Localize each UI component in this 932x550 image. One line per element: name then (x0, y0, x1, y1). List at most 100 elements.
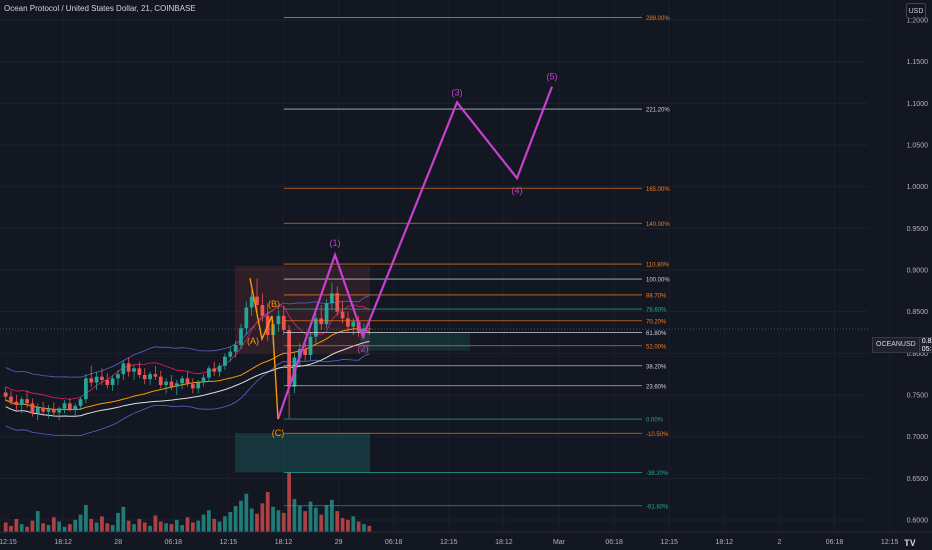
candle-body (105, 380, 110, 385)
price-axis[interactable]: 1.2000 1.1500 1.1000 1.0500 1.0000 0.9500 0.90… (907, 18, 929, 525)
candle-body (41, 407, 45, 412)
y-tick-label: 0.9500 (907, 226, 929, 233)
candle-body (164, 381, 168, 385)
candle-body (340, 311, 345, 319)
fib-level-label: -38.20% (646, 471, 669, 477)
candle-body (313, 318, 318, 337)
candle-body (190, 384, 195, 389)
volume-bar (164, 523, 168, 532)
y-tick-label: 1.0500 (907, 143, 929, 150)
x-tick-label: Mar (553, 539, 566, 546)
volume-bar (41, 523, 45, 532)
candle-body (153, 374, 158, 377)
candle-body (244, 307, 249, 329)
volume-bar (14, 518, 19, 532)
band-upper (5, 295, 370, 378)
x-tick-label: 12:15 (881, 539, 899, 546)
fib-level-label: 78.60% (646, 308, 667, 314)
corrective-wave-label: (A) (247, 336, 259, 346)
chart-title: Ocean Protocol / United States Dollar, 2… (4, 4, 196, 13)
band-lower (5, 353, 370, 436)
impulse-wave-label: (4) (512, 185, 523, 195)
volume-bar (207, 510, 211, 532)
ma-fast (5, 304, 370, 400)
volume-bar (271, 506, 275, 532)
candle-body (25, 399, 29, 404)
fib-level-label: 140.00% (646, 222, 670, 228)
y-tick-label: 1.2000 (907, 18, 929, 25)
candle-body (35, 407, 40, 414)
candle-body (126, 363, 131, 372)
candle-body (239, 328, 243, 345)
time-axis[interactable]: 12:15 18:12 28 06:18 12:15 18:12 29 06:18 12:15 1… (0, 531, 932, 546)
volume-bars (3, 472, 372, 532)
candle-body (110, 378, 115, 385)
volume-bar (260, 503, 265, 532)
candle-body (19, 399, 24, 405)
candle-body (281, 315, 286, 330)
volume-bar (330, 499, 334, 532)
x-tick-label: 18:12 (275, 539, 293, 546)
candle-body (346, 318, 350, 327)
candle-body (330, 293, 334, 304)
candle-body (100, 376, 104, 380)
candle-body (94, 376, 99, 383)
volume-bar (126, 520, 131, 532)
projection-zone-right (360, 332, 470, 351)
volume-bar (362, 524, 366, 532)
volume-bar (67, 524, 72, 532)
candle-body (62, 403, 67, 409)
volume-bar (169, 524, 174, 532)
candle-body (3, 392, 8, 397)
candle-body (57, 408, 62, 413)
candle-body (51, 409, 56, 413)
volume-bar (84, 505, 88, 532)
candle-body (367, 328, 372, 330)
volume-bar (78, 514, 83, 532)
x-tick-label: 12:15 (220, 539, 238, 546)
candle-body (335, 293, 340, 312)
x-tick-label: 12:15 (440, 539, 458, 546)
volume-bar (94, 522, 99, 532)
impulse-wave-label: (2) (358, 344, 369, 354)
candle-body (174, 383, 179, 387)
x-tick-label: 18:12 (54, 539, 72, 546)
volume-bar (51, 517, 56, 532)
volume-bar (148, 525, 152, 532)
volume-bar (217, 521, 222, 532)
volume-bar (190, 522, 195, 532)
fib-level-label: 100.00% (646, 278, 670, 284)
currency-button[interactable]: USD (906, 3, 926, 19)
candle-body (121, 363, 126, 375)
fib-level-label: -10.50% (646, 432, 669, 438)
volume-bar (351, 516, 356, 532)
fib-level-label: 23.60% (646, 384, 667, 390)
volume-bar (196, 520, 201, 532)
x-tick-label: 29 (335, 539, 343, 546)
volume-bar (9, 525, 13, 532)
volume-bar (153, 515, 158, 532)
volume-bar (57, 521, 62, 532)
candle-body (276, 315, 281, 325)
fib-level-label: 0.00% (646, 418, 664, 424)
bar-countdown: 05:33 (921, 346, 932, 353)
candle-body (89, 378, 94, 383)
y-tick-label: 0.8500 (907, 309, 929, 316)
fib-level-label: -61.80% (646, 504, 669, 510)
x-tick-label: 12:15 (660, 539, 678, 546)
fib-level-label: 289.00% (646, 16, 670, 22)
tradingview-logo-icon[interactable]: 𝐓𝐕 (904, 538, 916, 548)
volume-bar (201, 514, 206, 532)
volume-bar (25, 526, 29, 532)
candle-body (217, 365, 222, 372)
elliott-wave-drawing[interactable]: (1) (2) (3) (4) (5) (A) (B) (C) (247, 72, 558, 439)
candlesticks (3, 278, 372, 420)
volume-bar (105, 523, 110, 532)
candle-body (137, 368, 142, 375)
x-tick-label: 28 (114, 539, 122, 546)
candle-body (255, 296, 259, 305)
candle-body (260, 305, 265, 316)
x-tick-label: 18:12 (495, 539, 513, 546)
candle-body (180, 378, 185, 384)
